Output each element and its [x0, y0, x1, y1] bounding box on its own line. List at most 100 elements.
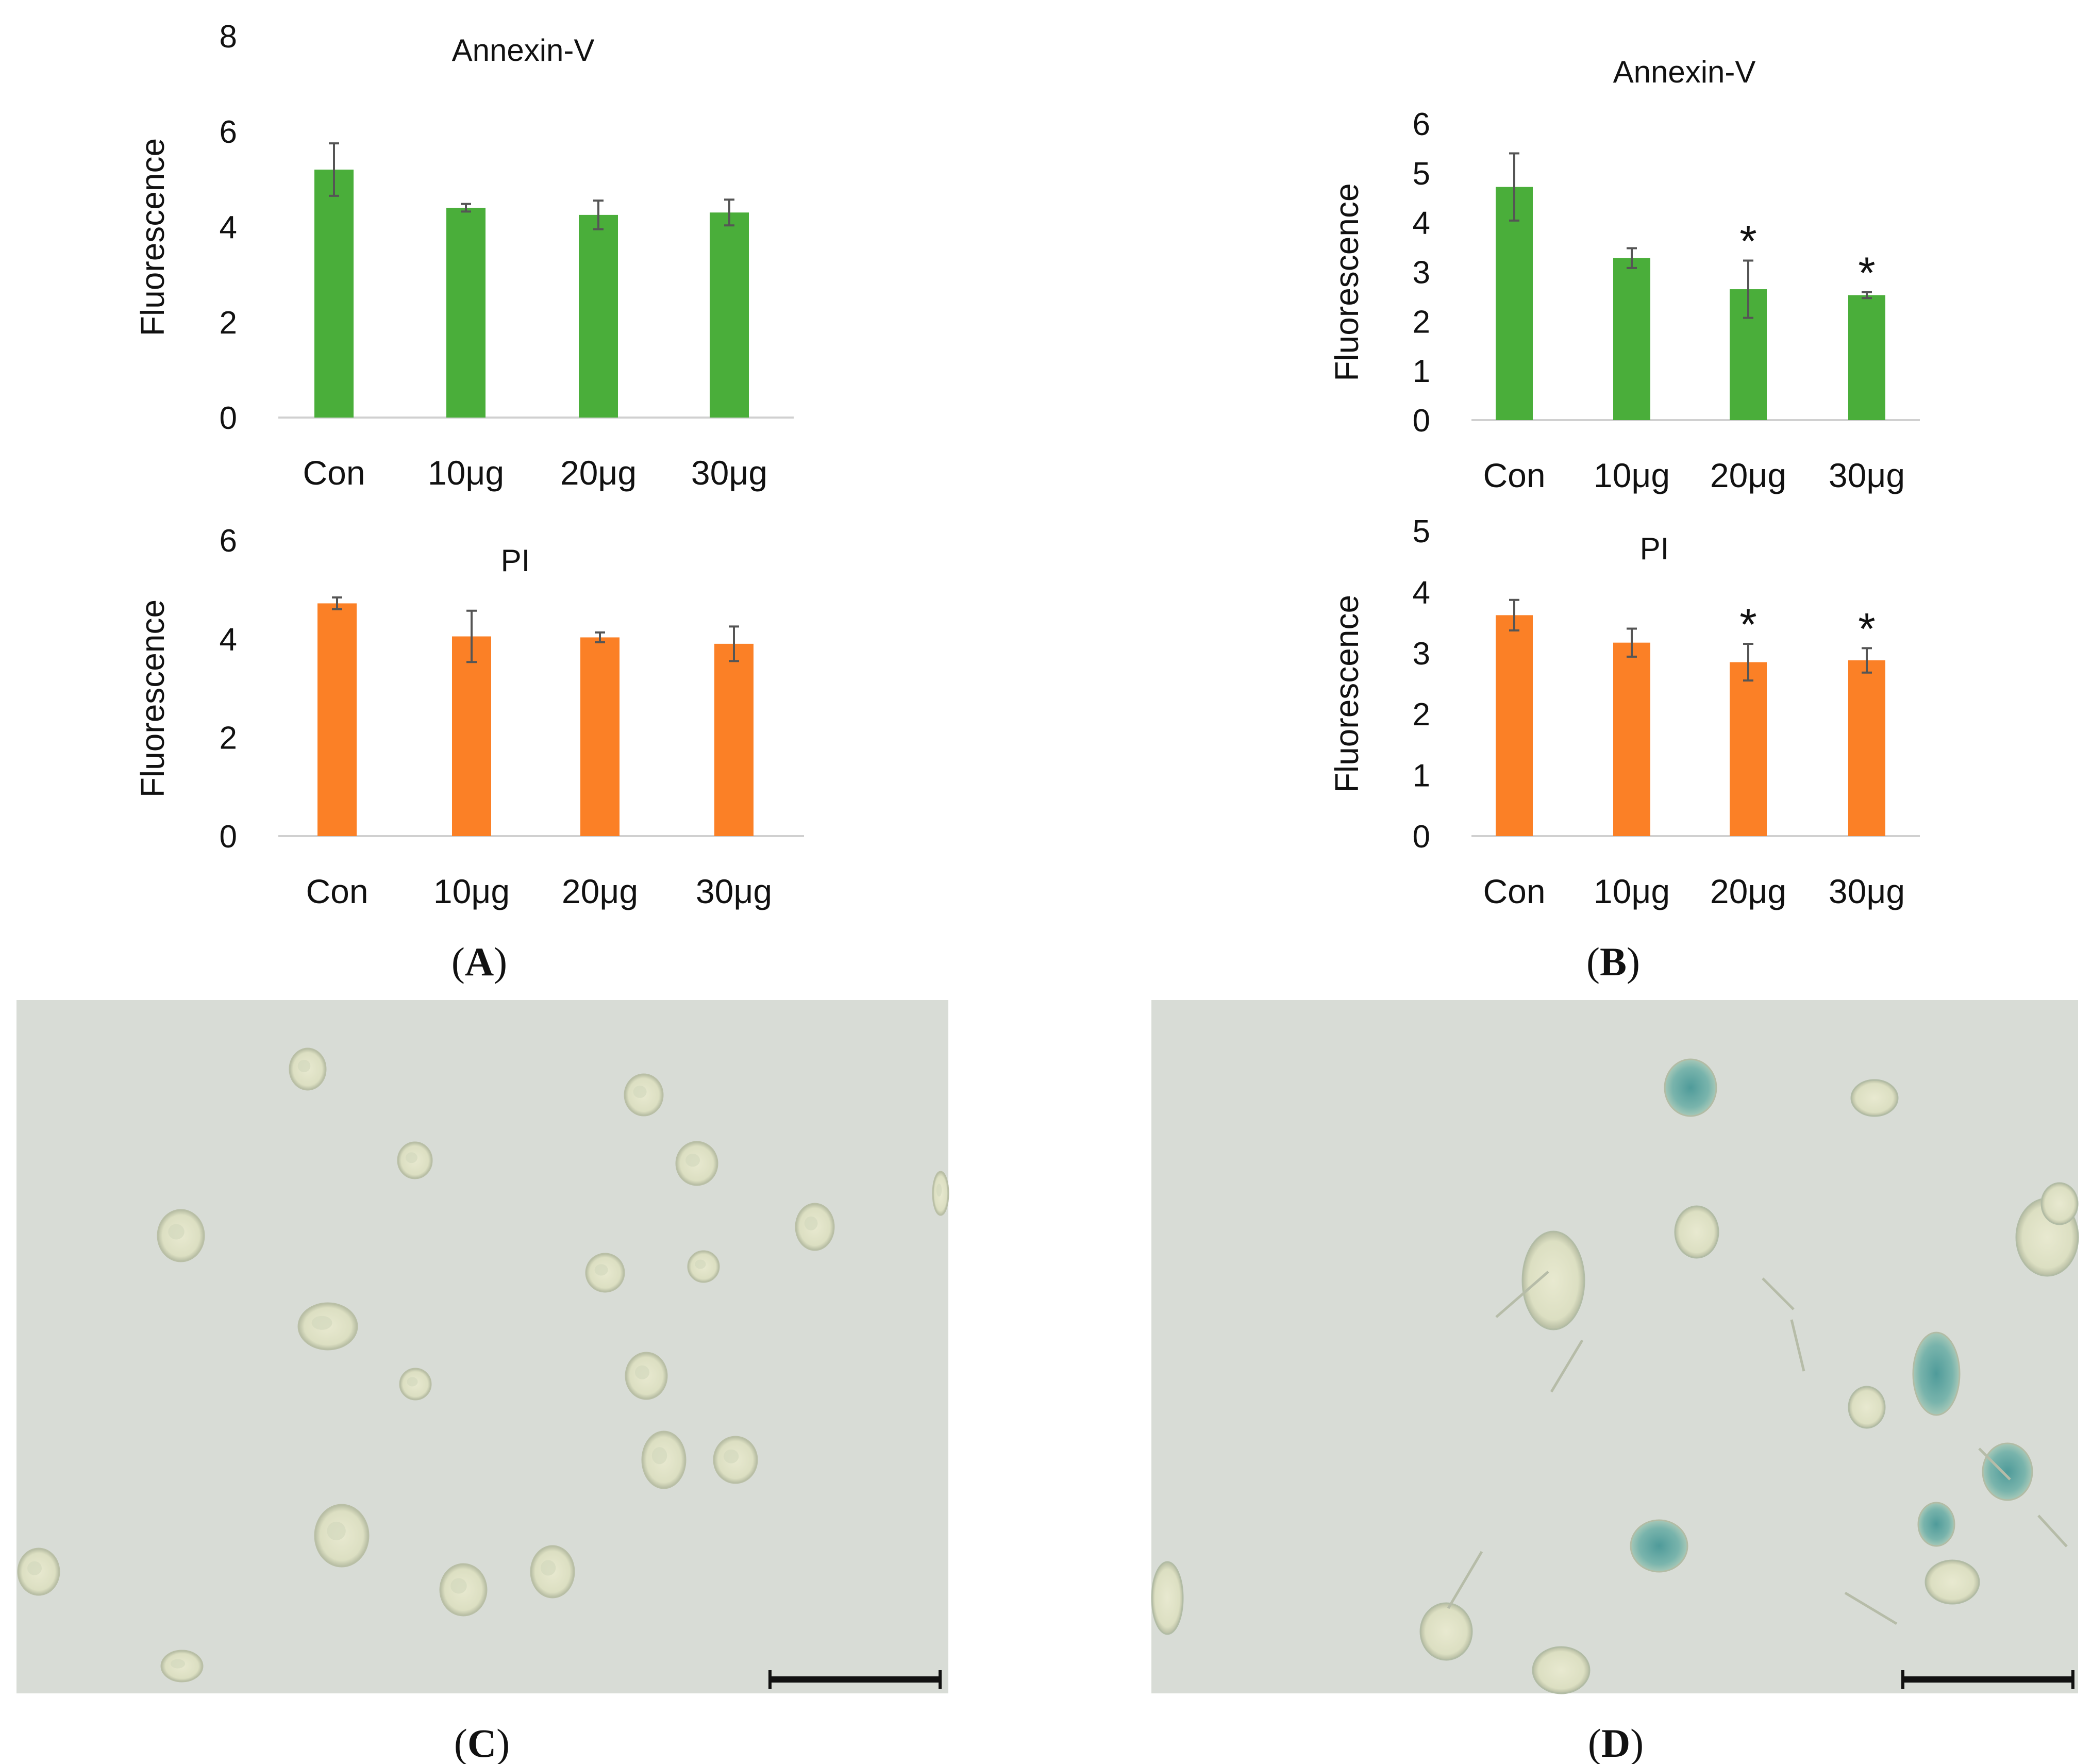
cell: [1850, 1079, 1899, 1117]
bar-a1-2: [579, 214, 618, 418]
x-category-label: 20μg: [1710, 456, 1786, 494]
bar-b1-1: [1613, 258, 1650, 420]
cell-nucleus: [297, 1060, 311, 1072]
stained-cell: [1664, 1058, 1717, 1117]
cell-nucleus: [540, 1560, 556, 1576]
bar-a2-1: [452, 636, 491, 836]
y-tick-label: 3: [1413, 636, 1430, 672]
annexin-v-chart-a: Annexin-V Fluorescence 0 2 4 6 8 Con 10μg 20μg 30μ…: [134, 19, 794, 492]
y-tick-label: 6: [1413, 107, 1430, 142]
cell-process: [1495, 1271, 1549, 1318]
micrograph-d-cells: [1151, 1058, 2079, 1694]
stained-cell: [1917, 1502, 1955, 1547]
pi-chart-b: PI Fluorescence 0 1 2 3 4 5 Con 10μg * 20μg * 30μg: [1328, 514, 1920, 910]
x-category-label: 30μg: [1829, 456, 1905, 494]
y-tick-label: 1: [1413, 354, 1430, 389]
error-bar: [729, 625, 739, 662]
y-tick-label: 4: [220, 622, 237, 657]
panel-label-c: (C): [454, 1721, 510, 1764]
significance-marker: *: [1858, 248, 1875, 298]
cell: [2040, 1182, 2079, 1225]
scale-bar-c: [768, 1670, 942, 1689]
panel-label-b: (B): [1586, 939, 1640, 984]
y-tick-label: 6: [220, 523, 237, 559]
scale-bar-d: [1901, 1670, 2074, 1689]
annexin-v-chart-b: Annexin-V Fluorescence 0 1 2 3 4 5 6 Con 10μg * 20μg…: [1328, 55, 1920, 494]
micrograph-c-cells: [17, 1047, 949, 1683]
pi-chart-a: PI Fluorescence 0 2 4 6 Con 10μg 20μg 30μg: [134, 523, 804, 910]
y-tick-label: 1: [1413, 758, 1430, 794]
stained-cell: [1630, 1519, 1688, 1573]
cell-nucleus: [936, 1184, 942, 1197]
significance-marker: *: [1739, 600, 1756, 650]
cell: [1924, 1559, 1980, 1605]
chart-title-a1: Annexin-V: [452, 33, 595, 68]
x-category-label: 10μg: [428, 454, 504, 492]
error-bar: [466, 609, 477, 663]
y-tick-label: 0: [220, 819, 237, 855]
cell-nucleus: [804, 1216, 818, 1230]
bar-b1-3: [1848, 295, 1885, 420]
cell-nucleus: [327, 1522, 346, 1540]
cell: [1521, 1230, 1585, 1330]
cell-nucleus: [168, 1224, 185, 1240]
stained-cell: [1912, 1332, 1961, 1416]
cell: [1532, 1646, 1591, 1694]
x-category-label: Con: [1483, 456, 1545, 494]
bar-b2-0: [1496, 615, 1533, 836]
bar-a2-0: [317, 603, 357, 836]
cell-process: [1844, 1591, 1898, 1625]
cell-nucleus: [633, 1086, 647, 1098]
y-tick-label: 4: [1413, 575, 1430, 610]
x-category-label: 10μg: [433, 872, 510, 910]
cell: [1151, 1561, 1184, 1635]
bar-b2-2: [1730, 662, 1767, 836]
micrograph-c: [16, 1000, 949, 1693]
x-category-label: Con: [306, 872, 368, 910]
cell-process: [1978, 1447, 2011, 1480]
bar-a2-3: [714, 643, 754, 836]
x-category-label: 10μg: [1594, 456, 1670, 494]
cell-nucleus: [695, 1259, 706, 1269]
cell-nucleus: [405, 1152, 417, 1163]
cell-nucleus: [27, 1561, 42, 1575]
cell-nucleus: [171, 1659, 185, 1669]
y-tick-label: 2: [220, 721, 237, 756]
y-tick-label: 2: [220, 305, 237, 341]
cell-nucleus: [723, 1449, 739, 1463]
bar-b2-1: [1613, 642, 1650, 836]
y-axis-label-a2: Fluorescence: [134, 600, 171, 797]
y-axis-label-a1: Fluorescence: [134, 138, 171, 336]
cell-nucleus: [685, 1154, 700, 1167]
error-bar: [1743, 643, 1753, 682]
y-tick-label: 2: [1413, 697, 1430, 733]
y-tick-label: 2: [1413, 304, 1430, 340]
x-category-label: Con: [1483, 872, 1545, 910]
bar-b2-3: [1848, 660, 1885, 836]
error-bar: [1627, 627, 1637, 658]
cell-nucleus: [635, 1365, 649, 1379]
bar-a1-1: [446, 208, 486, 418]
chart-title-b1: Annexin-V: [1613, 55, 1756, 89]
y-tick-label: 6: [220, 114, 237, 150]
y-tick-label: 8: [220, 19, 237, 55]
x-category-label: 30μg: [1829, 872, 1905, 910]
y-tick-label: 5: [1413, 514, 1430, 550]
cell-nucleus: [594, 1264, 608, 1276]
significance-marker: *: [1858, 604, 1875, 654]
bar-b1-0: [1496, 187, 1533, 420]
x-category-label: 20μg: [560, 454, 637, 492]
bar-a1-0: [314, 170, 354, 418]
cell-nucleus: [407, 1377, 418, 1387]
y-axis-label-b1: Fluorescence: [1328, 183, 1365, 381]
cell-process: [1447, 1551, 1483, 1609]
cell-process: [1762, 1277, 1795, 1310]
x-category-label: 30μg: [696, 872, 772, 910]
y-axis-label-b2: Fluorescence: [1328, 595, 1365, 793]
panel-label-a: (A): [451, 939, 507, 984]
error-bar: [1862, 291, 1872, 299]
cell-process: [2037, 1515, 2068, 1547]
micrograph-d: [1151, 1000, 2079, 1694]
error-bar: [1509, 598, 1519, 631]
